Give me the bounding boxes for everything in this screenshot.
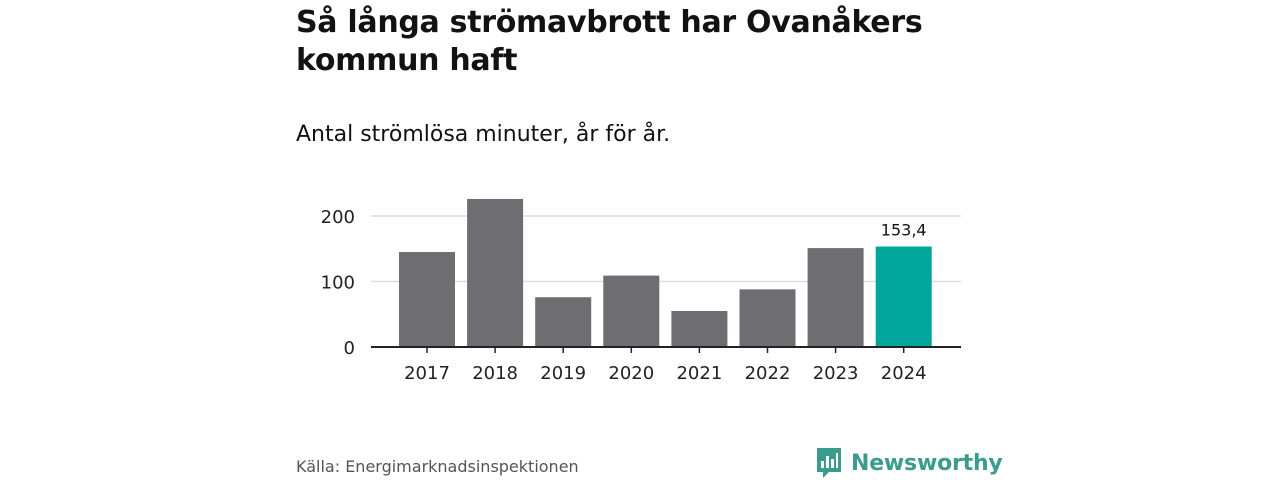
- bar-chart: 0 100 200 2017 2018 2019 2020 2021 2022 2023 2024 1…: [321, 198, 961, 384]
- bar-2017: [399, 252, 455, 347]
- bar-2019: [535, 297, 592, 347]
- x-tick-label: 2022: [745, 363, 791, 384]
- x-tick-label: 2023: [813, 363, 859, 384]
- bar-chart-speech-bubble-icon: [817, 448, 841, 478]
- data-label: 153,4: [881, 221, 927, 240]
- x-tick-label: 2017: [404, 363, 450, 384]
- y-tick-label: 200: [321, 207, 355, 228]
- bar-2018: [467, 198, 524, 347]
- y-tick-label: 0: [344, 338, 355, 359]
- bar-2021: [671, 310, 728, 347]
- y-tick-label: 100: [321, 273, 355, 294]
- newsworthy-logo: Newsworthy: [815, 446, 1003, 480]
- x-tick-label: 2021: [676, 363, 722, 384]
- x-tick-label: 2018: [472, 363, 518, 384]
- brand-name: Newsworthy: [851, 450, 1003, 476]
- bar-2020: [603, 275, 660, 347]
- source-note: Källa: Energimarknadsinspektionen: [296, 457, 579, 476]
- x-tick-label: 2024: [881, 363, 927, 384]
- x-tick-label: 2019: [540, 363, 586, 384]
- x-tick-label: 2020: [608, 363, 654, 384]
- chart-subtitle: Antal strömlösa minuter, år för år.: [296, 122, 671, 147]
- bar-2023: [807, 248, 864, 347]
- bar-2022: [739, 289, 796, 347]
- chart-title: Så långa strömavbrott har Ovanåkers komm…: [296, 5, 923, 78]
- bar-2024: [875, 246, 932, 347]
